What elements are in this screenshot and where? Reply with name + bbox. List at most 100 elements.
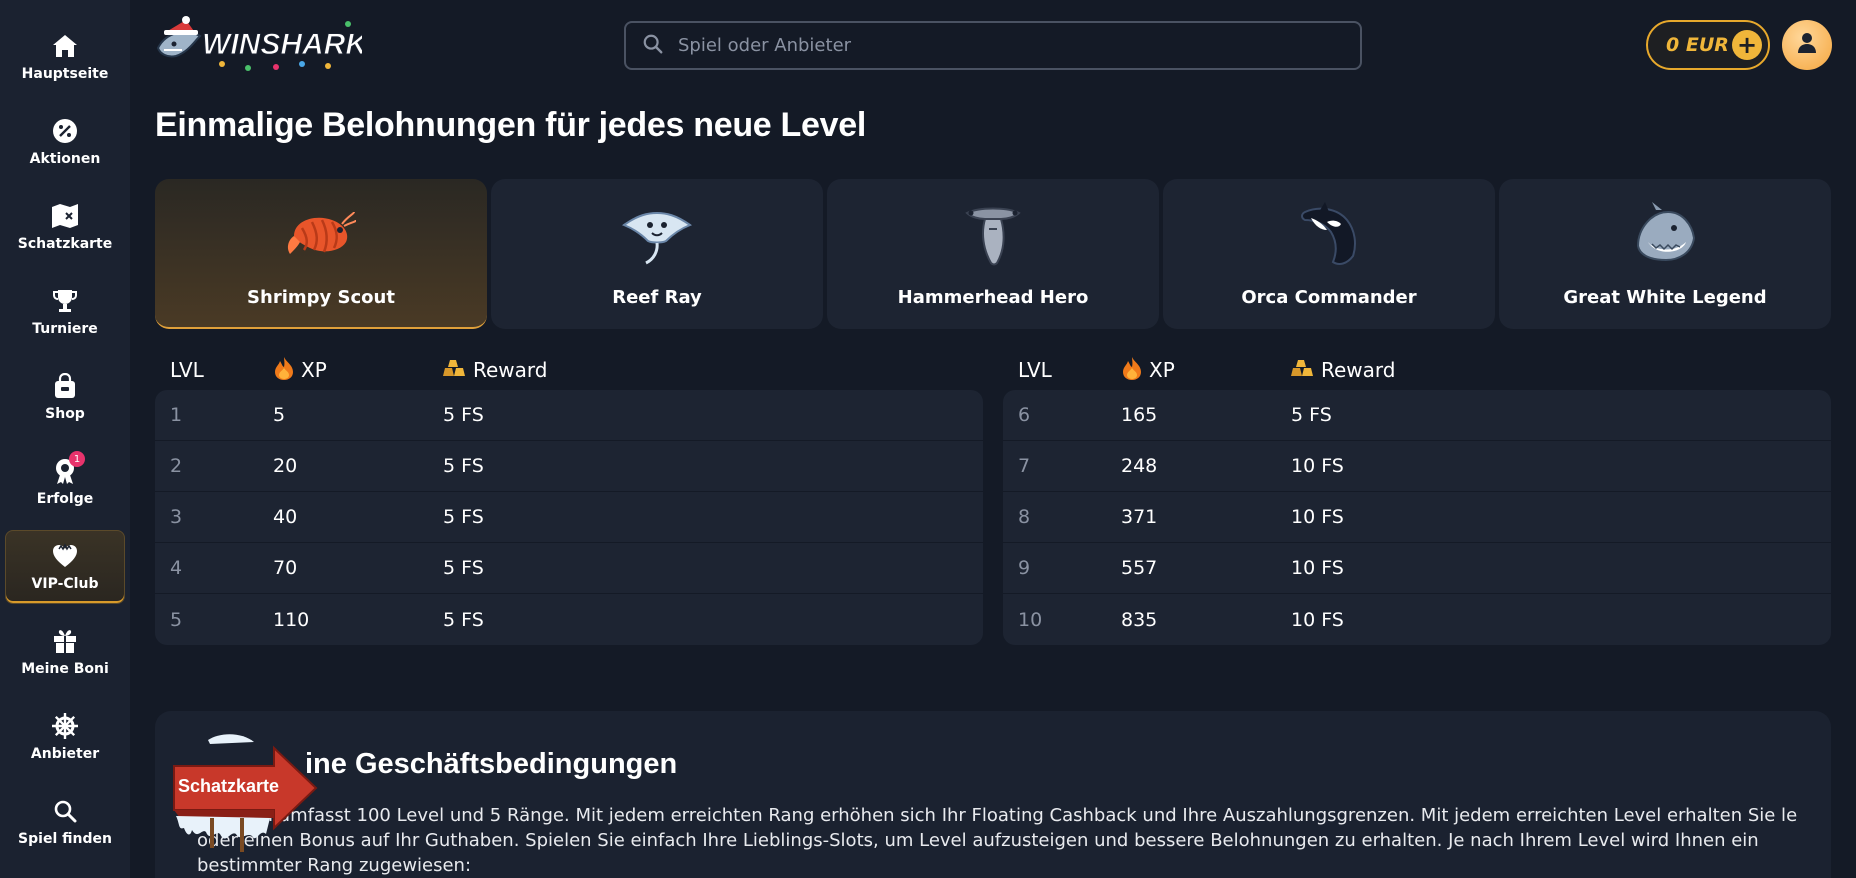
sidebar-item-label: VIP-Club — [31, 576, 99, 592]
treasure-map-sign[interactable]: Schatzkarte — [170, 730, 320, 860]
table-row: 2 20 5 FS — [155, 441, 983, 492]
rank-name: Reef Ray — [612, 287, 702, 308]
gold-bars-icon — [443, 358, 467, 382]
vip-heart-icon — [51, 542, 79, 570]
sidebar-item-hauptseite[interactable]: Hauptseite — [5, 20, 125, 94]
cell-lvl: 1 — [170, 404, 183, 426]
cell-xp: 557 — [1121, 557, 1158, 579]
balance-amount: 0 EUR — [1666, 34, 1729, 56]
table-row: 3 40 5 FS — [155, 492, 983, 543]
column-header-reward: Reward — [443, 358, 983, 382]
cell-lvl: 9 — [1018, 557, 1031, 579]
cell-lvl: 3 — [170, 506, 183, 528]
sidebar-item-label: Turniere — [32, 321, 98, 337]
table-body: 6 165 5 FS 7 248 10 FS 8 371 10 FS 9 557 10 FS 1… — [1003, 390, 1831, 645]
sidebar-item-label: Spiel finden — [18, 831, 112, 847]
cell-reward: 5 FS — [443, 608, 484, 631]
rank-name: Great White Legend — [1563, 287, 1767, 308]
cell-xp: 248 — [1121, 455, 1158, 477]
table-row: 9 557 10 FS — [1003, 543, 1831, 594]
plus-icon[interactable]: + — [1732, 30, 1762, 60]
cell-lvl: 2 — [170, 455, 183, 477]
cell-xp: 835 — [1121, 608, 1158, 631]
cell-reward: 10 FS — [1291, 506, 1344, 528]
cell-lvl: 5 — [170, 608, 183, 631]
gold-bars-icon — [1291, 358, 1315, 382]
table-row: 7 248 10 FS — [1003, 441, 1831, 492]
medal-icon: 1 — [51, 451, 85, 485]
rank-card-shrimpy-scout[interactable]: Shrimpy Scout — [155, 179, 487, 329]
column-header-label: XP — [301, 358, 327, 382]
table-body: 1 5 5 FS 2 20 5 FS 3 40 5 FS 4 70 5 FS 5 110 5 FS — [155, 390, 983, 645]
sidebar-item-turniere[interactable]: Turniere — [5, 275, 125, 349]
hammerhead-icon — [957, 201, 1029, 269]
cell-xp: 110 — [273, 608, 310, 631]
ray-icon — [621, 201, 693, 269]
table-row: 6 165 5 FS — [1003, 390, 1831, 441]
rank-name: Hammerhead Hero — [897, 287, 1089, 308]
user-icon — [1797, 32, 1817, 58]
home-icon — [51, 32, 79, 60]
table-row: 10 835 10 FS — [1003, 594, 1831, 645]
flame-icon — [273, 356, 295, 385]
cell-xp: 165 — [1121, 404, 1158, 426]
logo-text: WINSHARK — [202, 28, 362, 61]
shopping-bag-icon — [51, 372, 79, 400]
cell-reward: 10 FS — [1291, 608, 1344, 631]
sidebar-item-label: Meine Boni — [21, 661, 109, 677]
sidebar-item-label: Anbieter — [30, 746, 100, 762]
rank-cards: Shrimpy Scout Reef Ray Hammerhead Hero — [155, 179, 1831, 329]
cell-lvl: 7 — [1018, 455, 1031, 477]
sidebar-item-label: Erfolge — [36, 491, 94, 507]
cell-lvl: 4 — [170, 557, 183, 579]
rank-card-hammerhead-hero[interactable]: Hammerhead Hero — [827, 179, 1159, 329]
user-avatar[interactable] — [1782, 20, 1832, 70]
sidebar-item-schatzkarte[interactable]: Schatzkarte — [5, 190, 125, 264]
table-row: 1 5 5 FS — [155, 390, 983, 441]
sidebar-item-vip-club[interactable]: VIP-Club — [5, 530, 125, 604]
rank-card-great-white-legend[interactable]: Great White Legend — [1499, 179, 1831, 329]
column-header-label: Reward — [473, 358, 548, 382]
search-input[interactable] — [678, 35, 1318, 56]
terms-section: ine Geschäftsbedingungen ogramm umfasst … — [155, 711, 1831, 878]
cell-reward: 5 FS — [1291, 404, 1332, 426]
cell-xp: 40 — [273, 506, 298, 528]
ship-wheel-icon — [51, 712, 79, 740]
table-header: LVL XP Reward — [155, 350, 983, 390]
sidebar-item-spiel-finden[interactable]: Spiel finden — [5, 785, 125, 859]
sidebar-item-erfolge[interactable]: 1 Erfolge — [5, 445, 125, 519]
orca-icon — [1293, 201, 1365, 269]
search-bar[interactable] — [624, 21, 1362, 70]
winshark-logo[interactable]: WINSHARK — [152, 12, 370, 74]
column-header-lvl: LVL — [170, 358, 204, 382]
page-title: Einmalige Belohnungen für jedes neue Lev… — [155, 106, 866, 144]
search-icon — [51, 797, 79, 825]
sidebar-item-shop[interactable]: Shop — [5, 360, 125, 434]
column-header-lvl: LVL — [1018, 358, 1052, 382]
column-header-reward: Reward — [1291, 358, 1831, 382]
sidebar-item-anbieter[interactable]: Anbieter — [5, 700, 125, 774]
column-header-xp: XP — [273, 356, 443, 385]
rank-card-orca-commander[interactable]: Orca Commander — [1163, 179, 1495, 329]
level-table-right: LVL XP Reward 6 165 5 FS 7 248 10 FS 8 371 10 … — [1003, 350, 1831, 645]
rank-card-reef-ray[interactable]: Reef Ray — [491, 179, 823, 329]
gift-icon — [51, 627, 79, 655]
sidebar-item-label: Hauptseite — [21, 66, 109, 82]
search-icon — [642, 33, 664, 59]
sidebar-item-meine-boni[interactable]: Meine Boni — [5, 615, 125, 689]
table-row: 8 371 10 FS — [1003, 492, 1831, 543]
sidebar-item-aktionen[interactable]: Aktionen — [5, 105, 125, 179]
treasure-map-label: Schatzkarte — [178, 776, 280, 796]
cell-xp: 20 — [273, 455, 298, 477]
cell-lvl: 8 — [1018, 506, 1031, 528]
cell-reward: 5 FS — [443, 557, 484, 579]
flame-icon — [1121, 356, 1143, 385]
column-header-xp: XP — [1121, 356, 1291, 385]
cell-xp: 371 — [1121, 506, 1158, 528]
sidebar: Hauptseite Aktionen Schatzkarte Turniere… — [0, 0, 130, 878]
cell-reward: 5 FS — [443, 404, 484, 426]
terms-text: ogramm umfasst 100 Level und 5 Ränge. Mi… — [197, 805, 1798, 876]
balance-button[interactable]: 0 EUR + — [1646, 20, 1770, 70]
sidebar-item-label: Schatzkarte — [17, 236, 113, 252]
table-row: 5 110 5 FS — [155, 594, 983, 645]
